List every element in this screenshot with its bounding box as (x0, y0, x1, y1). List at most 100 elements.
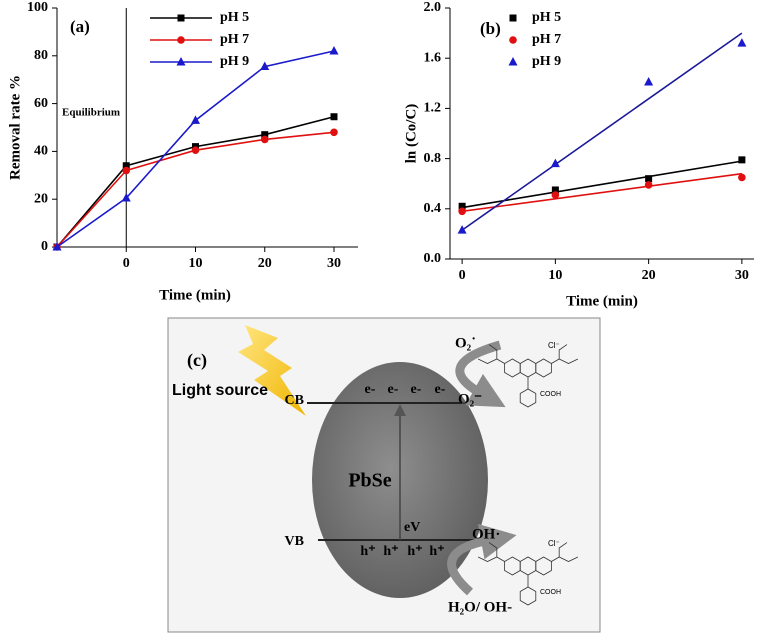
marker (260, 61, 270, 71)
y-tick-label: 0 (41, 239, 48, 254)
hole: h⁺ (429, 544, 444, 559)
vb-label: VB (285, 534, 304, 549)
marker (121, 193, 131, 202)
fit-line (461, 32, 743, 231)
electron: e- (435, 382, 446, 397)
legend-marker (177, 14, 185, 22)
marker (122, 166, 131, 175)
species-label: O₂˙ (455, 335, 476, 351)
molecule-bond (477, 358, 505, 364)
marker (191, 146, 200, 155)
x-tick-label: 0 (459, 268, 466, 283)
molecule-group: COOH (540, 589, 561, 596)
marker (551, 191, 560, 199)
curved-arrow (455, 340, 506, 408)
molecule-bond (551, 358, 579, 364)
light-label: Light source (172, 382, 268, 399)
marker (645, 175, 653, 183)
molecule-anion: Cl⁻ (548, 539, 560, 548)
legend-marker (176, 57, 186, 66)
molecule-bond (488, 542, 498, 557)
marker (738, 156, 746, 164)
hole: h⁺ (383, 544, 398, 559)
chart-title: (a) (70, 17, 90, 36)
x-tick-label: 30 (327, 256, 341, 271)
molecule-bond (477, 556, 505, 562)
marker (260, 135, 269, 144)
marker (329, 46, 339, 55)
legend-marker (509, 36, 517, 44)
chart-title: (b) (480, 19, 501, 38)
panel-label: (c) (187, 350, 207, 371)
light-bolt (238, 325, 306, 416)
y-tick-label: 0.8 (424, 151, 442, 166)
marker (644, 181, 653, 189)
marker (191, 115, 200, 124)
y-tick-label: 1.6 (424, 50, 442, 65)
x-tick-label: 20 (642, 268, 656, 283)
x-tick-label: 20 (258, 256, 272, 271)
y-tick-label: 0.4 (424, 201, 442, 216)
molecule-anion: Cl⁻ (548, 341, 560, 350)
legend-label: pH 7 (220, 32, 249, 47)
y-tick-label: 40 (34, 144, 48, 159)
molecule-bond (558, 542, 568, 557)
marker (551, 186, 559, 194)
annotation: Equilibrium (62, 107, 120, 119)
x-axis-label: Time (min) (159, 287, 231, 303)
diagram: (c) Light source CB VB e- e- e- e- h⁺ h⁺… (167, 317, 601, 633)
marker (330, 128, 338, 137)
x-tick-label: 10 (189, 256, 203, 271)
marker (737, 38, 747, 47)
species-label: OH· (472, 526, 500, 542)
x-axis-label: Time (min) (566, 293, 638, 309)
electron: e- (411, 382, 422, 397)
marker (52, 242, 62, 251)
x-tick-label: 0 (123, 256, 130, 271)
x-tick-label: 30 (735, 268, 749, 283)
molecule-ring (519, 388, 537, 408)
gap-label: eV (404, 520, 420, 535)
marker (550, 158, 560, 168)
marker (644, 77, 654, 86)
y-axis-label: ln (Co/C) (403, 104, 419, 164)
molecule-bond (551, 556, 579, 562)
legend-label: pH 7 (532, 32, 561, 47)
species-label: O₂⁻ (458, 391, 482, 407)
curved-arrow (447, 523, 517, 596)
molecule-bond (488, 344, 498, 359)
molecule-bond (558, 344, 568, 359)
y-tick-label: 80 (34, 48, 48, 63)
legend-marker (177, 36, 185, 44)
y-tick-label: 100 (27, 0, 48, 15)
y-tick-label: 0.0 (424, 251, 442, 266)
marker (330, 113, 338, 121)
legend-label: pH 5 (220, 10, 249, 25)
legend-marker (509, 14, 517, 22)
marker (261, 131, 269, 139)
marker (738, 173, 746, 182)
x-tick-label: 10 (548, 268, 562, 283)
y-axis-label: Removal rate % (7, 75, 23, 180)
material-label: PbSe (348, 470, 391, 492)
legend-label: pH 5 (532, 10, 561, 25)
fit-line (461, 160, 743, 209)
y-tick-label: 20 (34, 191, 48, 206)
marker (457, 225, 467, 234)
hole: h⁺ (360, 544, 375, 559)
fit-line (462, 172, 742, 213)
cb-label: CB (285, 393, 304, 408)
molecule-group: COOH (540, 391, 561, 398)
electron: e- (388, 382, 399, 397)
marker (458, 207, 466, 216)
electron: e- (365, 382, 376, 397)
legend-marker (508, 57, 518, 66)
molecule-ring (519, 586, 537, 606)
marker (458, 202, 466, 210)
y-tick-label: 1.2 (424, 101, 442, 116)
y-tick-label: 60 (34, 96, 48, 111)
species-label: H₂O/ OH- (448, 599, 512, 615)
legend-label: pH 9 (532, 54, 561, 69)
